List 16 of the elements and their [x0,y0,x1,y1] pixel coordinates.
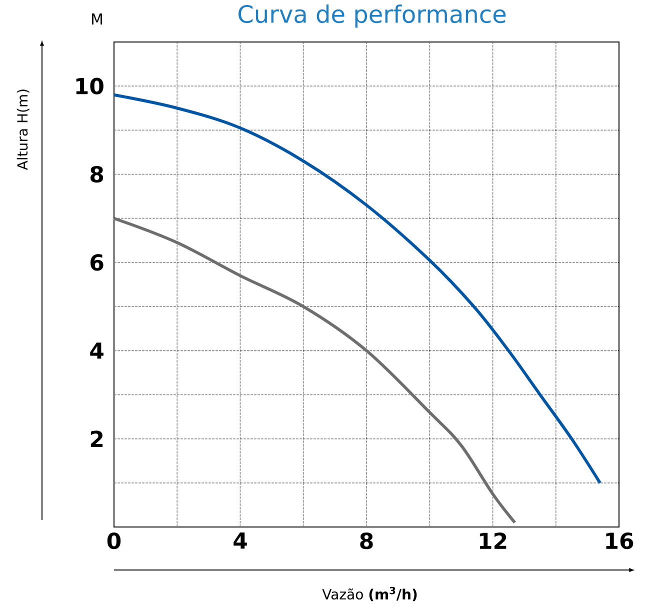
y-tick-label: 8 [90,166,104,183]
x-tick-label: 12 [480,532,506,549]
chart-title: Curva de performance [238,4,506,28]
line-series [112,216,516,524]
x-tick-label: 16 [606,532,634,550]
y-axis-title: Altura H(m) [16,90,30,170]
x-tick-label: 0 [107,532,121,550]
line-series [112,93,602,484]
y-tick-label: 10 [76,78,104,94]
x-tick-label: 8 [360,532,373,550]
x-tick-label: 4 [234,532,247,549]
text: M [92,14,102,24]
y-tick-label: 6 [90,254,104,271]
text: Vazão (m$^{3}$/h) [322,586,417,602]
y-tick-label: 4 [90,342,104,359]
y-tick-label: 2 [90,430,103,447]
